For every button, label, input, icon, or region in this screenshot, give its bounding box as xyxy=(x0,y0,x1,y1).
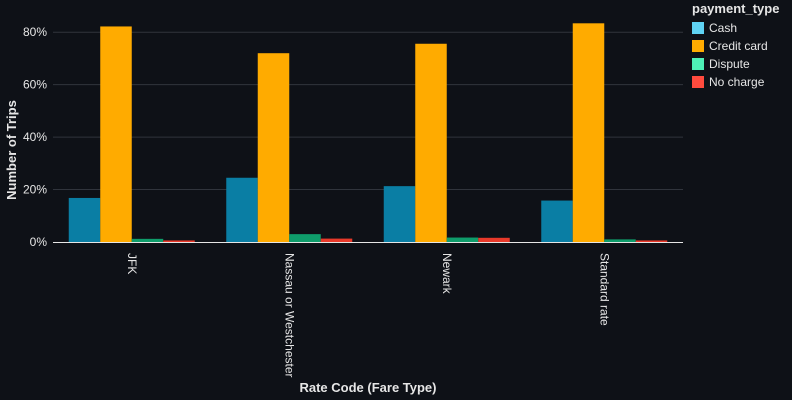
y-tick-label: 20% xyxy=(23,183,47,197)
x-tick-label: Newark xyxy=(440,253,454,295)
y-tick-label: 80% xyxy=(23,25,47,39)
bar-no-charge[interactable] xyxy=(163,240,195,242)
bar-cash[interactable] xyxy=(383,186,416,242)
legend-swatch xyxy=(692,76,704,88)
bar-credit-card[interactable] xyxy=(572,23,605,242)
bar-cash[interactable] xyxy=(541,200,573,242)
legend-title: payment_type xyxy=(692,1,779,16)
legend-item-label: Dispute xyxy=(709,57,750,71)
bar-dispute[interactable] xyxy=(604,239,636,242)
legend-swatch xyxy=(692,22,704,34)
legend-swatch xyxy=(692,40,704,52)
bar-dispute[interactable] xyxy=(446,237,479,242)
bar-no-charge[interactable] xyxy=(635,240,668,242)
x-tick-label: JFK xyxy=(125,253,139,274)
bar-dispute[interactable] xyxy=(289,234,321,242)
bar-no-charge[interactable] xyxy=(320,238,353,242)
x-tick-label: Nassau or Westchester xyxy=(282,253,296,378)
y-tick-label: 40% xyxy=(23,130,47,144)
legend[interactable]: payment_type Cash Credit card Dispute No ch… xyxy=(692,1,779,89)
legend-item-label: No charge xyxy=(709,75,765,89)
x-axis-title: Rate Code (Fare Type) xyxy=(299,380,436,395)
bars xyxy=(68,23,668,243)
bar-credit-card[interactable] xyxy=(100,26,132,242)
legend-item-label: Credit card xyxy=(709,39,768,53)
bar-credit-card[interactable] xyxy=(257,53,290,243)
y-tick-label: 0% xyxy=(30,235,48,249)
legend-item-label: Cash xyxy=(709,21,737,35)
bar-cash[interactable] xyxy=(68,197,101,242)
bar-dispute[interactable] xyxy=(131,238,164,242)
y-tick-label: 60% xyxy=(23,78,47,92)
y-axis-ticks: 0% 20% 40% 60% 80% xyxy=(23,25,47,249)
legend-swatch xyxy=(692,58,704,70)
bar-credit-card[interactable] xyxy=(415,43,447,243)
x-axis-ticks: JFK Nassau or Westchester Newark Standard r… xyxy=(125,253,612,378)
bar-no-charge[interactable] xyxy=(478,237,510,242)
y-axis-title: Number of Trips xyxy=(4,100,19,200)
bar-cash[interactable] xyxy=(226,177,258,242)
x-tick-label: Standard rate xyxy=(597,253,611,326)
